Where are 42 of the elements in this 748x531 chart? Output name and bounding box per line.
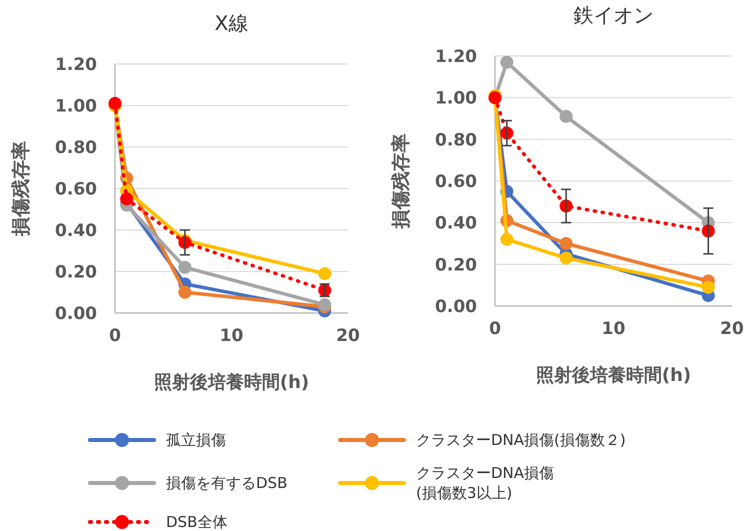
- x-axis-title: 照射後培養時間(h): [154, 372, 310, 393]
- y-tick-label: 0.40: [55, 221, 98, 241]
- y-tick-label: 0.60: [435, 172, 478, 192]
- point: [108, 96, 122, 110]
- point: [500, 232, 514, 246]
- y-axis-title: 損傷残存率: [10, 141, 32, 237]
- legend-label: DSB全体: [166, 513, 228, 531]
- legend-label: 損傷を有するDSB: [166, 474, 288, 492]
- y-tick-label: 0.80: [55, 138, 98, 158]
- y-tick-label: 1.00: [55, 96, 98, 116]
- legend-label: クラスターDNA損傷(損傷数２): [416, 431, 626, 449]
- legend-label: クラスターDNA損傷 (損傷数3以上): [416, 464, 554, 502]
- y-axis-title: 損傷残存率: [390, 134, 412, 230]
- point: [178, 260, 192, 274]
- point: [500, 56, 514, 69]
- point: [560, 110, 573, 123]
- y-tick-label: 0.00: [435, 297, 478, 317]
- point: [318, 267, 332, 280]
- y-tick-label: 0.60: [55, 180, 98, 200]
- x-tick-label: 20: [720, 319, 744, 339]
- y-tick-label: 0.00: [55, 304, 98, 324]
- y-tick-label: 1.20: [55, 55, 98, 75]
- x-tick-label: 0: [109, 326, 122, 346]
- legend-label: 孤立損傷: [166, 431, 226, 449]
- point: [120, 192, 134, 206]
- chart-title: X線: [214, 11, 248, 35]
- point: [560, 252, 573, 265]
- x-tick-label: 10: [602, 319, 626, 339]
- y-tick-label: 0.20: [55, 262, 98, 282]
- point: [178, 286, 192, 299]
- x-axis-title: 照射後培養時間(h): [536, 365, 692, 386]
- y-tick-label: 1.00: [435, 88, 478, 109]
- point: [702, 280, 715, 294]
- x-tick-label: 20: [336, 326, 360, 346]
- y-tick-label: 1.20: [435, 47, 478, 67]
- y-tick-label: 0.80: [435, 130, 478, 150]
- x-tick-label: 10: [220, 326, 244, 346]
- chart-title: 鉄イオン: [574, 3, 654, 27]
- x-tick-label: 0: [489, 319, 502, 339]
- y-tick-label: 0.40: [435, 214, 478, 234]
- y-tick-label: 0.20: [435, 255, 478, 276]
- point: [560, 237, 573, 250]
